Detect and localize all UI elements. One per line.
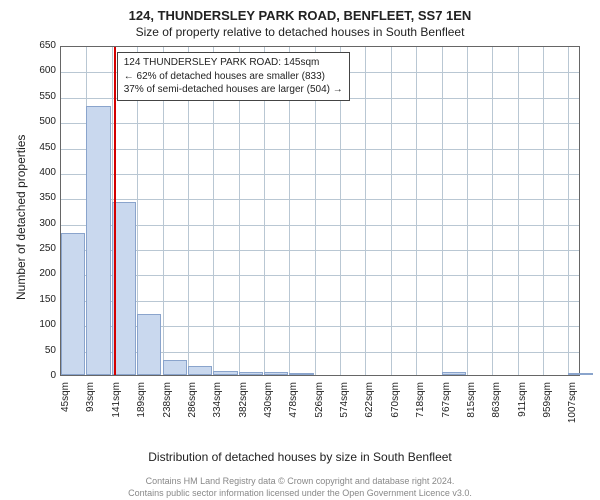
histogram-bar [86,106,110,375]
info-line-2: ← 62% of detached houses are smaller (83… [124,70,343,84]
histogram-bar [213,371,237,375]
y-tick-label: 150 [26,294,56,305]
y-tick-label: 250 [26,243,56,254]
histogram-bar [61,233,85,375]
y-tick-label: 500 [26,116,56,127]
x-tick-label: 574sqm [339,382,350,432]
gridline-h [61,275,579,276]
x-tick-label: 863sqm [491,382,502,432]
x-tick-label: 670sqm [390,382,401,432]
x-tick-label: 1007sqm [567,382,578,432]
x-tick-label: 286sqm [187,382,198,432]
gridline-v [467,47,468,375]
x-tick-label: 430sqm [263,382,274,432]
y-tick-label: 300 [26,218,56,229]
chart-container: 124, THUNDERSLEY PARK ROAD, BENFLEET, SS… [0,0,600,500]
y-tick-label: 400 [26,167,56,178]
histogram-bar [264,372,288,375]
histogram-bar [137,314,161,375]
gridline-v [543,47,544,375]
x-axis-label: Distribution of detached houses by size … [0,450,600,464]
histogram-bar [289,373,313,375]
histogram-bar [442,372,466,375]
histogram-bar [568,373,592,375]
x-tick-label: 189sqm [136,382,147,432]
y-tick-label: 100 [26,319,56,330]
x-tick-label: 718sqm [415,382,426,432]
x-tick-label: 622sqm [364,382,375,432]
x-tick-label: 767sqm [441,382,452,432]
y-tick-label: 450 [26,142,56,153]
gridline-v [518,47,519,375]
gridline-v [365,47,366,375]
histogram-bar [239,372,263,375]
info-line-3: 37% of semi-detached houses are larger (… [124,83,343,97]
x-tick-label: 526sqm [314,382,325,432]
x-tick-label: 815sqm [466,382,477,432]
gridline-v [568,47,569,375]
x-tick-label: 238sqm [162,382,173,432]
x-tick-label: 45sqm [60,382,71,432]
histogram-bar [163,360,187,375]
gridline-h [61,123,579,124]
x-tick-label: 382sqm [238,382,249,432]
y-tick-label: 600 [26,65,56,76]
gridline-v [492,47,493,375]
gridline-h [61,174,579,175]
chart-title-line2: Size of property relative to detached ho… [0,23,600,39]
y-tick-label: 350 [26,192,56,203]
footer-line-2: Contains public sector information licen… [0,488,600,498]
y-tick-label: 550 [26,91,56,102]
gridline-h [61,250,579,251]
y-tick-label: 650 [26,40,56,51]
x-tick-label: 911sqm [517,382,528,432]
gridline-v [416,47,417,375]
chart-title-line1: 124, THUNDERSLEY PARK ROAD, BENFLEET, SS… [0,0,600,23]
gridline-h [61,199,579,200]
gridline-h [61,301,579,302]
footer-line-1: Contains HM Land Registry data © Crown c… [0,476,600,486]
x-tick-label: 334sqm [212,382,223,432]
gridline-v [391,47,392,375]
x-tick-label: 959sqm [542,382,553,432]
histogram-bar [188,366,212,375]
marker-info-box: 124 THUNDERSLEY PARK ROAD: 145sqm ← 62% … [117,52,350,101]
property-marker-line [114,47,116,375]
x-tick-label: 141sqm [111,382,122,432]
x-tick-label: 478sqm [288,382,299,432]
gridline-h [61,225,579,226]
y-tick-label: 50 [26,345,56,356]
x-tick-label: 93sqm [85,382,96,432]
info-line-1: 124 THUNDERSLEY PARK ROAD: 145sqm [124,56,343,70]
y-tick-label: 200 [26,268,56,279]
gridline-v [442,47,443,375]
gridline-h [61,149,579,150]
y-tick-label: 0 [26,370,56,381]
